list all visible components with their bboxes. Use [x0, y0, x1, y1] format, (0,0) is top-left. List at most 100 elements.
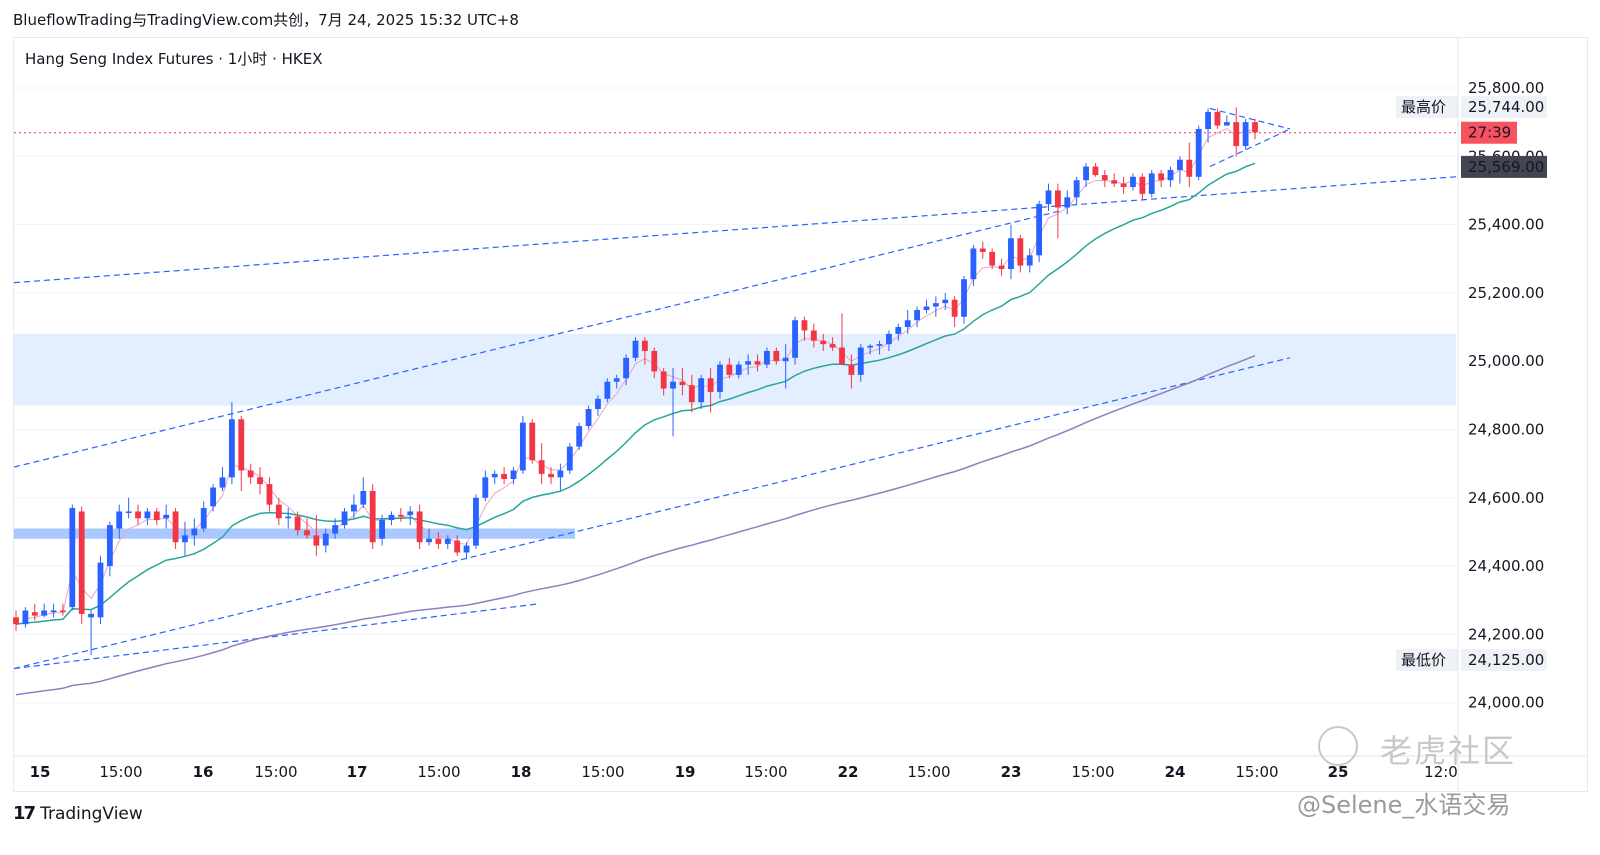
candle-body[interactable]: [876, 344, 883, 346]
candle-body[interactable]: [660, 371, 667, 389]
candle-body[interactable]: [792, 320, 798, 358]
candle-body[interactable]: [491, 473, 498, 478]
candle-body[interactable]: [125, 511, 132, 513]
candle-body[interactable]: [1101, 175, 1108, 181]
candle-body[interactable]: [679, 381, 686, 386]
candle-body[interactable]: [1120, 183, 1127, 188]
candle-body[interactable]: [613, 378, 620, 382]
candle-body[interactable]: [106, 525, 113, 567]
candle-body[interactable]: [942, 299, 949, 304]
candle-body[interactable]: [1195, 128, 1202, 177]
candle-body[interactable]: [829, 344, 836, 348]
candle-body[interactable]: [1045, 190, 1052, 205]
candle-body[interactable]: [435, 538, 442, 544]
candle-body[interactable]: [369, 490, 376, 543]
candle-body[interactable]: [979, 248, 986, 252]
candle-body[interactable]: [379, 519, 385, 539]
candle-body[interactable]: [144, 511, 151, 519]
candle-body[interactable]: [914, 309, 921, 321]
candle-body[interactable]: [604, 381, 611, 399]
candle-body[interactable]: [970, 248, 977, 280]
candle-body[interactable]: [886, 333, 892, 345]
candle-body[interactable]: [69, 508, 76, 608]
candle-body[interactable]: [651, 350, 658, 372]
candle-body[interactable]: [1148, 173, 1155, 194]
candle-body[interactable]: [801, 320, 808, 331]
triangle-upper-line[interactable]: [1209, 107, 1291, 130]
candle-body[interactable]: [782, 357, 789, 362]
candle-body[interactable]: [501, 473, 508, 480]
candle-body[interactable]: [1092, 166, 1099, 176]
candle-body[interactable]: [1252, 122, 1258, 133]
candle-body[interactable]: [350, 504, 357, 512]
candle-body[interactable]: [548, 473, 554, 478]
candle-body[interactable]: [1214, 111, 1221, 126]
candle-body[interactable]: [1223, 122, 1230, 126]
candle-body[interactable]: [135, 511, 141, 519]
candle-body[interactable]: [60, 610, 66, 613]
candle-body[interactable]: [397, 514, 404, 517]
candle-body[interactable]: [1205, 111, 1211, 129]
candle-body[interactable]: [426, 538, 432, 543]
candle-body[interactable]: [857, 347, 864, 375]
candle-body[interactable]: [22, 610, 29, 625]
candle-body[interactable]: [557, 470, 564, 478]
candle-body[interactable]: [1139, 176, 1146, 194]
candle-body[interactable]: [88, 613, 95, 618]
tradingview-logo[interactable]: 17 TradingView: [13, 803, 143, 824]
candle-body[interactable]: [247, 470, 254, 478]
trendline-long-rising[interactable]: [13, 176, 1457, 284]
candle-body[interactable]: [923, 306, 930, 310]
candle-body[interactable]: [529, 422, 536, 461]
candle-body[interactable]: [13, 617, 19, 625]
candle-body[interactable]: [1054, 190, 1061, 208]
candle-body[interactable]: [31, 612, 38, 616]
candle-body[interactable]: [1083, 166, 1089, 181]
candle-body[interactable]: [989, 251, 996, 266]
candle-body[interactable]: [219, 477, 226, 488]
candle-body[interactable]: [726, 364, 733, 375]
candle-body[interactable]: [754, 361, 761, 365]
candle-body[interactable]: [444, 538, 451, 544]
candle-body[interactable]: [482, 477, 489, 498]
candle-body[interactable]: [50, 610, 57, 613]
candle-body[interactable]: [454, 540, 461, 553]
candle-body[interactable]: [951, 299, 958, 317]
candle-body[interactable]: [341, 511, 348, 526]
candle-body[interactable]: [210, 487, 217, 507]
high-price-tag[interactable]: 最高价 25,744.00: [1396, 96, 1547, 119]
candle-body[interactable]: [707, 378, 714, 392]
candle-body[interactable]: [717, 364, 723, 392]
candle-body[interactable]: [519, 422, 526, 471]
current-price-tag[interactable]: 25,569.00: [1461, 155, 1547, 178]
candle-body[interactable]: [416, 511, 423, 543]
candle-body[interactable]: [322, 533, 329, 546]
candle-body[interactable]: [172, 511, 179, 543]
candle-body[interactable]: [932, 303, 939, 307]
candle-body[interactable]: [576, 426, 583, 447]
countdown-tag[interactable]: 27:39: [1461, 121, 1517, 144]
candle-body[interactable]: [116, 511, 123, 529]
candle-body[interactable]: [182, 535, 188, 543]
candle-body[interactable]: [473, 497, 479, 546]
candle-body[interactable]: [848, 364, 855, 375]
candle-body[interactable]: [745, 361, 752, 365]
channel-lower-line[interactable]: [13, 357, 1291, 670]
candle-body[interactable]: [538, 460, 545, 474]
candle-body[interactable]: [463, 545, 470, 553]
candle-body[interactable]: [670, 381, 676, 389]
candle-body[interactable]: [1026, 255, 1033, 266]
candle-body[interactable]: [1176, 159, 1183, 170]
candle-body[interactable]: [698, 378, 705, 403]
candle-body[interactable]: [200, 508, 207, 529]
candle-body[interactable]: [688, 385, 695, 403]
candle-body[interactable]: [41, 610, 48, 616]
candle-body[interactable]: [566, 446, 573, 471]
candle-body[interactable]: [961, 279, 967, 317]
candle-body[interactable]: [839, 347, 845, 365]
candle-body[interactable]: [1073, 180, 1080, 198]
candle-body[interactable]: [1130, 176, 1136, 188]
candle-body[interactable]: [773, 350, 780, 362]
candle-body[interactable]: [78, 511, 85, 614]
candle-body[interactable]: [595, 398, 601, 410]
